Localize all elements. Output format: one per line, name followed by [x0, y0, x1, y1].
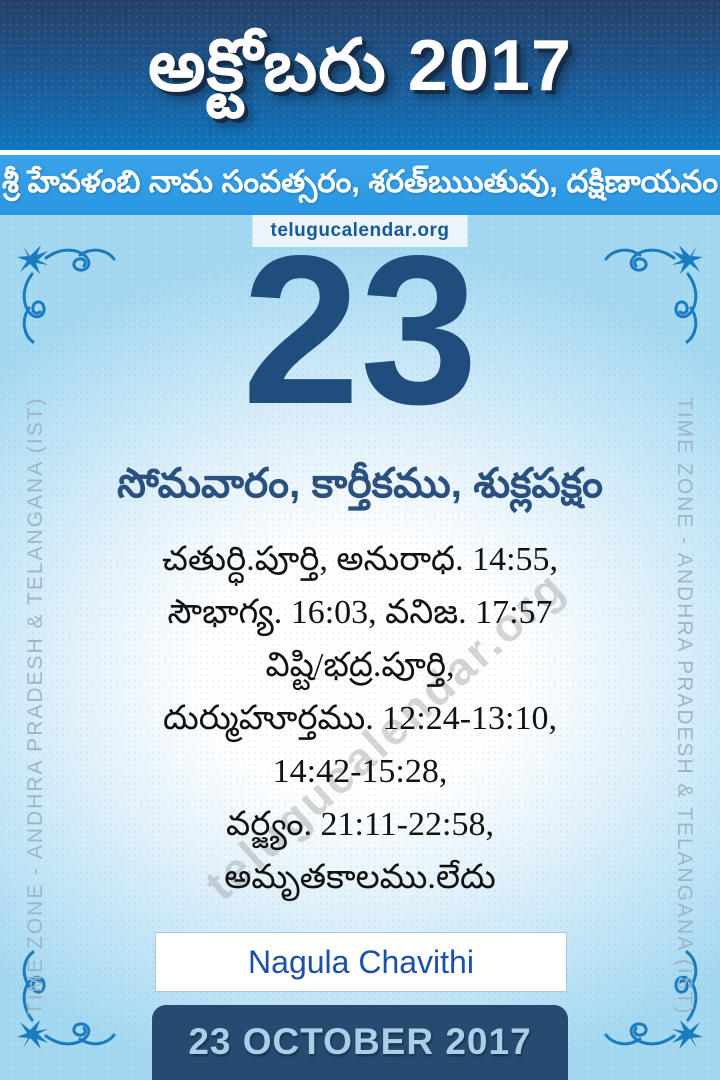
- corner-flourish-icon: [604, 245, 703, 344]
- brand-box: telugucalendar.org: [252, 215, 468, 247]
- festival-name: Nagula Chavithi: [248, 943, 474, 980]
- panchangam-line: దుర్ముహూర్తము. 12:24-13:10,: [163, 700, 557, 737]
- corner-flourish-icon: [17, 245, 116, 344]
- corner-flourish-icon: [17, 950, 116, 1049]
- panchangam-line: వర్జ్యం. 21:11-22:58,: [226, 806, 494, 843]
- panchangam-block: చతుర్ధి.పూర్తి, అనురాధ. 14:55, సౌభాగ్య. …: [0, 533, 720, 904]
- timezone-label-right: TIME ZONE - ANDHRA PRADESH & TELANGANA (…: [673, 396, 696, 1016]
- festival-box: Nagula Chavithi: [155, 932, 567, 992]
- panchangam-line: సౌభాగ్య. 16:03, వనిజ. 17:57: [167, 594, 553, 631]
- header-divider: [0, 150, 720, 155]
- panchangam-line: 14:42-15:28,: [272, 753, 448, 790]
- corner-flourish-icon: [604, 950, 703, 1049]
- footer-date-bar: 23 OCTOBER 2017: [152, 1005, 568, 1080]
- panchangam-line: చతుర్ధి.పూర్తి, అనురాధ. 14:55,: [161, 541, 559, 578]
- panchangam-line: అమృతకాలము.లేదు: [224, 859, 496, 896]
- month-year-title: అక్టోబరు 2017: [148, 26, 572, 106]
- panchangam-line: విష్టి/భద్ర.పూర్తి,: [265, 647, 455, 684]
- samvatsaram-strip: శ్రీ హేవళంబి నామ సంవత్సరం, శరత్ఋుతువు, ద…: [0, 155, 720, 215]
- header-banner: అక్టోబరు 2017: [0, 0, 720, 150]
- footer-date-text: 23 OCTOBER 2017: [188, 1021, 532, 1062]
- brand-label: telugucalendar.org: [270, 220, 450, 241]
- day-number: 23: [242, 210, 478, 448]
- weekday-masam-paksham-line: సోమవారం, కార్తీకము, శుక్లపక్షం: [117, 459, 603, 506]
